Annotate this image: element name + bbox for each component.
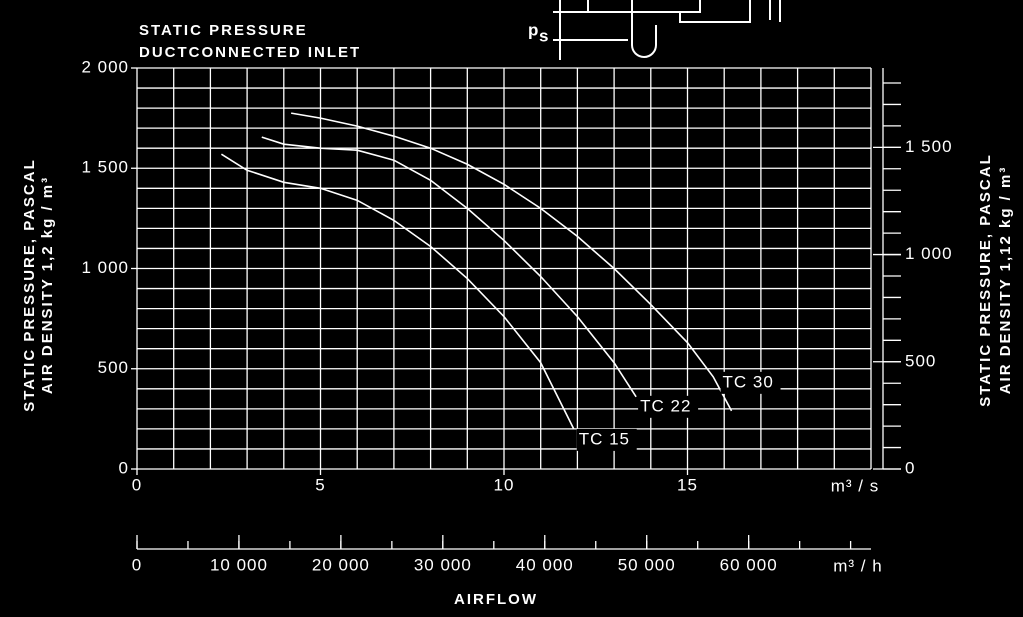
y2-tick-label: 0 [905,458,915,477]
y2-tick-label: 1 500 [905,137,953,156]
x2-unit: m³ / h [833,556,882,575]
chart-title: STATIC PRESSURE [139,22,308,39]
x-unit: m³ / s [831,476,880,495]
pressure-symbol: p [528,20,539,39]
x2-tick-label: 60 000 [720,555,778,574]
x2-tick-label: 20 000 [312,555,370,574]
x2-tick-label: 30 000 [414,555,472,574]
y-tick-label: 0 [119,458,129,477]
y2-axis-density: AIR DENSITY 1,12 kg / m³ [997,166,1014,395]
label-bg [720,371,781,394]
curve [291,112,733,412]
y-axis-title: STATIC PRESSURE, PASCAL [21,158,38,412]
y2-axis-title: STATIC PRESSURE, PASCAL [977,153,994,407]
pressure-subscript: s [539,26,549,45]
y2-tick-label: 500 [905,351,936,370]
label-bg [576,428,637,451]
chart-subtitle: DUCTCONNECTED INLET [139,44,361,61]
x-axis-title: AIRFLOW [454,591,538,608]
curve-label: TC 15 [579,429,630,448]
curve-label: TC 22 [640,396,691,415]
x2-tick-label: 0 [132,555,142,574]
y-tick-label: 500 [98,358,129,377]
x-tick-label: 10 [494,475,515,494]
y-axis-density: AIR DENSITY 1,2 kg / m³ [39,176,56,394]
x-tick-label: 0 [132,475,142,494]
duct-outline [587,0,781,23]
x2-tick-label: 40 000 [516,555,574,574]
curve [261,136,637,398]
y-tick-label: 1 500 [81,158,129,177]
u-tube [631,0,657,58]
x-tick-label: 5 [315,475,325,494]
x2-tick-label: 50 000 [618,555,676,574]
manometer-icon [553,0,781,60]
curve-label: TC 30 [723,372,774,391]
label-bg [638,395,699,418]
x-tick-label: 15 [677,475,698,494]
y-tick-label: 2 000 [81,57,129,76]
y2-tick-label: 1 000 [905,244,953,263]
x2-tick-label: 10 000 [210,555,268,574]
y-tick-label: 1 000 [81,258,129,277]
curve [220,153,575,430]
